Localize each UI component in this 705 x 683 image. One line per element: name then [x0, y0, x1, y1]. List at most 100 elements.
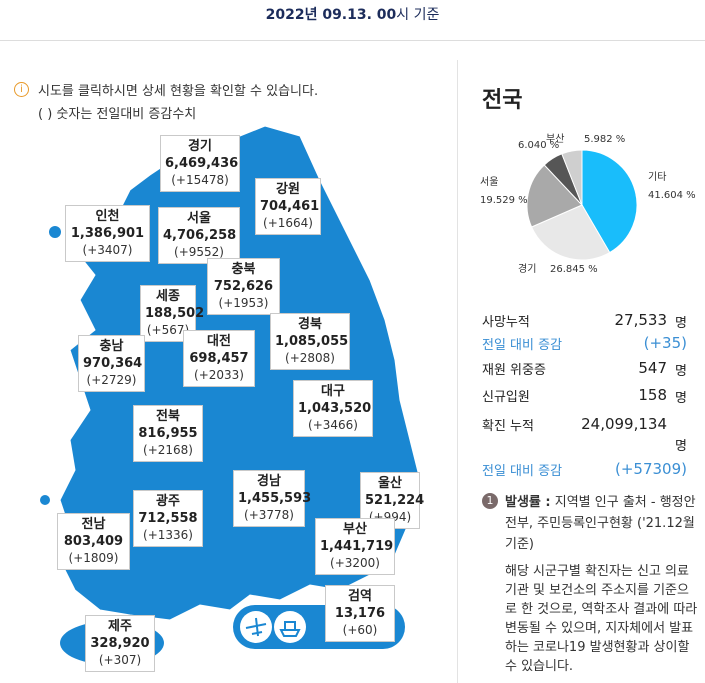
region-total: 712,558 — [138, 511, 198, 526]
region-total: 1,085,055 — [275, 334, 349, 349]
region-change: (+2033) — [194, 368, 244, 382]
stat-label: 전일 대비 증감 — [482, 338, 563, 353]
stat-value: 547 — [638, 359, 667, 377]
stat-row: 전일 대비 증감 (+57309) — [482, 460, 687, 479]
region-box[interactable]: 경기 6,469,436 (+15478) — [160, 135, 240, 192]
region-box[interactable]: 충북 752,626 (+1953) — [207, 258, 280, 315]
region-total: 1,043,520 — [298, 401, 372, 416]
stat-label: 전일 대비 증감 — [482, 464, 563, 479]
pie-slice — [561, 149, 583, 206]
ship-icon[interactable] — [274, 611, 306, 643]
region-box[interactable]: 강원 704,461 (+1664) — [255, 178, 321, 235]
note-body: 해당 시군구별 확진자는 신고 의료기관 및 보건소의 주소지를 기준으로 한 … — [505, 564, 698, 674]
header-date: 2022년 09.13. 00 — [265, 7, 397, 23]
region-total: 970,364 — [83, 356, 143, 371]
region-box[interactable]: 인천 1,386,901 (+3407) — [65, 205, 150, 262]
region-total: 328,920 — [90, 636, 150, 651]
stat-unit: 명 — [675, 439, 687, 454]
pie-label: 부산 — [546, 133, 564, 145]
region-total: 1,441,719 — [320, 539, 394, 554]
airplane-glyph — [245, 617, 267, 637]
region-name: 충남 — [99, 339, 124, 354]
stat-value: 27,533 — [614, 311, 668, 329]
region-change: (+307) — [98, 653, 142, 667]
region-box[interactable]: 전북 816,955 (+2168) — [133, 405, 203, 462]
region-box[interactable]: 전남 803,409 (+1809) — [57, 513, 130, 570]
region-box[interactable]: 서울 4,706,258 (+9552) — [158, 207, 240, 264]
pie-value: 19.529 % — [480, 195, 528, 206]
region-name: 경남 — [257, 474, 281, 489]
stat-value: 158 — [638, 386, 667, 404]
region-box[interactable]: 제주 328,920 (+307) — [85, 615, 155, 672]
region-total: 803,409 — [63, 534, 124, 549]
region-box[interactable]: 광주 712,558 (+1336) — [133, 490, 203, 547]
region-change: (+2729) — [86, 373, 137, 387]
stat-label: 재원 위중증 — [482, 363, 546, 378]
notice: ( ) 숫자는 전일대비 증감수치 — [38, 107, 197, 122]
region-name: 전북 — [156, 409, 180, 424]
region-name: 검역 — [348, 589, 372, 604]
region-name: 세종 — [156, 289, 180, 304]
region-box[interactable]: 대전 698,457 (+2033) — [183, 330, 255, 387]
stat-label: 확진 누적 — [482, 419, 534, 434]
region-name: 광주 — [156, 494, 180, 509]
note-badge: 1 — [482, 493, 498, 509]
header: 2022년 09.13. 00시 기준 — [0, 4, 705, 24]
panel-title: 전국 — [482, 88, 523, 113]
divider — [0, 40, 705, 41]
region-box[interactable]: 충남 970,364 (+2729) — [78, 335, 145, 392]
stat-row: 재원 위중증 547 명 — [482, 359, 687, 379]
pie-value: 41.604 % — [648, 190, 696, 201]
note-text: 지역별 인구 출처 - 행정안전부, 주민등록인구현황 ('21.12월 기준) — [505, 495, 696, 552]
region-total: 4,706,258 — [163, 228, 237, 243]
pie-slice — [526, 164, 583, 228]
region-name: 제주 — [108, 619, 132, 634]
pie-label: 서울 — [480, 176, 498, 188]
stat-unit: 명 — [675, 316, 687, 331]
island — [40, 495, 50, 505]
region-change: (+567) — [146, 323, 190, 337]
stat-row: 사망누적 27,533 명 — [482, 311, 687, 331]
header-suffix: 시 기준 — [396, 7, 440, 23]
pie-chart: 기타 41.604 % 경기 26.845 % 서울 19.529 % 6.040 %부산 5… — [480, 133, 696, 275]
region-name: 울산 — [378, 476, 402, 491]
stat-unit: 명 — [675, 391, 687, 406]
info-icon: i — [14, 82, 29, 97]
region-change: (+1664) — [263, 216, 313, 230]
region-change: (+2168) — [143, 443, 193, 457]
region-box[interactable]: 경북 1,085,055 (+2808) — [270, 313, 350, 370]
stat-row: 전일 대비 증감 (+35) — [482, 334, 687, 353]
region-total: 1,455,593 — [238, 491, 312, 506]
region-box[interactable]: 부산 1,441,719 (+3200) — [315, 518, 395, 575]
island — [49, 226, 61, 238]
region-change: (+2808) — [285, 351, 335, 365]
region-total: 752,626 — [213, 279, 274, 294]
region-name: 강원 — [276, 182, 300, 197]
region-total: 704,461 — [260, 199, 320, 214]
region-change: (+60) — [342, 623, 378, 637]
stat-row: 확진 누적 24,099,134 명 — [482, 415, 687, 454]
notice: 시도를 클릭하시면 상세 현황을 확인할 수 있습니다. — [38, 84, 319, 99]
region-box[interactable]: 검역 13,176 (+60) — [325, 585, 395, 642]
pie-slice — [581, 149, 638, 254]
stat-row: 신규입원 158 명 — [482, 386, 687, 406]
pie-value: 5.982 % — [584, 134, 625, 145]
ship-glyph — [279, 621, 301, 637]
region-total: 188,502 — [145, 306, 205, 321]
region-box[interactable]: 경남 1,455,593 (+3778) — [233, 470, 312, 527]
divider — [457, 60, 458, 683]
stat-value: (+57309) — [615, 460, 687, 478]
region-name: 전남 — [81, 517, 106, 532]
region-total: 521,224 — [365, 493, 425, 508]
region-name: 대전 — [207, 334, 231, 349]
region-name: 서울 — [187, 211, 211, 226]
region-name: 부산 — [343, 522, 367, 537]
region-name: 경기 — [188, 139, 212, 154]
region-change: (+3778) — [244, 508, 294, 522]
stat-label: 사망누적 — [482, 315, 530, 330]
region-name: 경북 — [298, 317, 322, 332]
region-total: 13,176 — [334, 606, 386, 621]
region-box[interactable]: 대구 1,043,520 (+3466) — [293, 380, 373, 437]
region-change: (+1953) — [218, 296, 269, 310]
